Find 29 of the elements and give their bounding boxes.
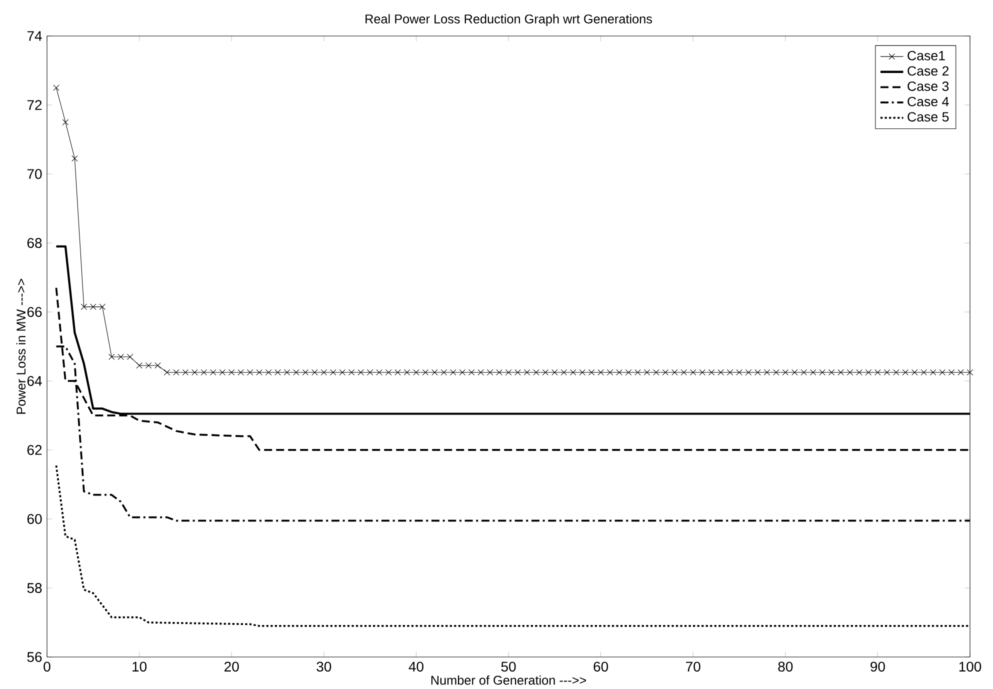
legend-label: Case1	[908, 50, 945, 60]
x-tick-label: 90	[870, 662, 885, 672]
y-tick-label: 58	[27, 582, 42, 593]
y-tick-label: 64	[27, 376, 42, 386]
x-tick-label: 80	[778, 662, 793, 672]
x-tick-label: 100	[959, 662, 982, 672]
x-tick-label: 50	[501, 662, 516, 672]
x-tick-label: 0	[44, 662, 50, 672]
y-tick-label: 72	[27, 100, 42, 110]
x-tick-label: 10	[132, 662, 147, 672]
x-tick-label: 70	[686, 662, 700, 672]
chart-title: Real Power Loss Reduction Graph wrt Generations	[366, 14, 652, 26]
legend-label: Case 4	[908, 96, 949, 106]
y-tick-label: 68	[27, 238, 42, 248]
legend-label: Case 2	[908, 66, 949, 76]
y-tick-label: 62	[27, 444, 42, 455]
x-axis-title: Number of Generation --->>	[431, 675, 586, 685]
y-tick-label: 66	[27, 306, 42, 317]
y-tick-label: 74	[27, 31, 42, 41]
y-tick-label: 56	[27, 652, 42, 662]
x-tick-label: 20	[224, 662, 239, 672]
x-tick-label: 30	[316, 662, 332, 672]
x-tick-label: 60	[594, 662, 608, 672]
x-tick-label: 40	[408, 662, 424, 672]
y-axis-title: Power Loss in MW --->>	[16, 278, 26, 414]
y-tick-label: 60	[27, 514, 42, 524]
legend-label: Case 5	[908, 112, 949, 122]
y-tick-label: 70	[27, 168, 42, 179]
legend-label: Case 3	[908, 81, 949, 91]
